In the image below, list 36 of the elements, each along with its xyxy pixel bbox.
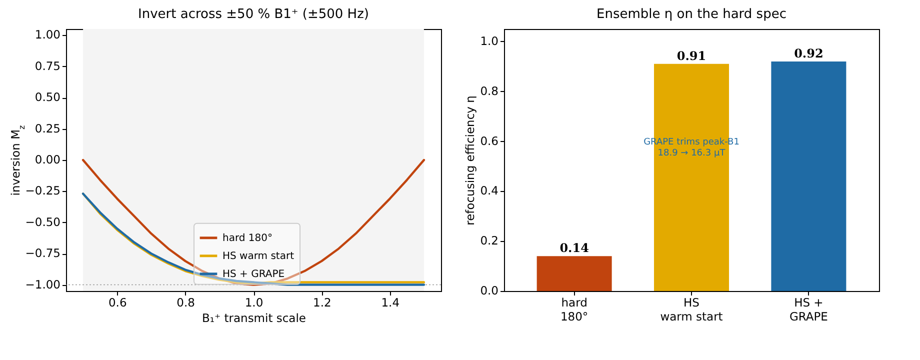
data-label: 0.14 [560,241,589,256]
y-tick-label: 0.2 [480,234,498,248]
data-label: 0.92 [794,46,824,60]
data-label: 0.91 [676,48,706,63]
x-tick-label: HS + GRAPE [789,296,828,324]
x-tick-label: HS warm start [660,296,724,324]
y-tick-label: 0.00 [34,152,60,166]
x-tick-label: 0.8 [176,296,195,310]
y-tick-label: 0.8 [480,84,498,98]
y-tick-label: 0.25 [34,121,60,136]
y-tick-label: 0.75 [34,58,60,73]
chart-title: Invert across ±50 % B1⁺ (±500 Hz) [138,7,369,22]
x-tick-label: 0.6 [108,296,127,310]
legend-label: HS warm start [222,250,294,262]
x-axis-title: B₁⁺ transmit scale [202,311,306,325]
y-tick-label: 1.00 [34,28,60,42]
y-tick-label: 0.4 [480,184,498,198]
y-tick-label: −1.00 [25,277,60,292]
x-tick-label: hard 180° [560,296,588,324]
bar [536,256,612,291]
x-tick-label: 1.2 [313,296,332,310]
line-series [82,158,426,286]
legend-label: HS + GRAPE [222,268,285,280]
y-tick-label: 1.0 [480,34,498,48]
y-tick-label: 0.6 [480,134,498,148]
chart-title: Ensemble η on the hard spec [596,7,786,22]
y-axis-title: refocusing efficiency η [463,96,478,226]
y-tick-label: −0.25 [25,184,60,198]
bar [771,61,846,291]
x-tick-label: 1.4 [381,296,400,310]
y-tick-label: −0.75 [25,246,60,260]
x-tick-label: 1.0 [244,296,264,310]
y-tick-label: −0.50 [25,214,60,229]
y-tick-label: 0.50 [34,90,60,104]
legend-label: hard 180° [222,232,273,244]
y-tick-label: 0.0 [480,284,498,298]
